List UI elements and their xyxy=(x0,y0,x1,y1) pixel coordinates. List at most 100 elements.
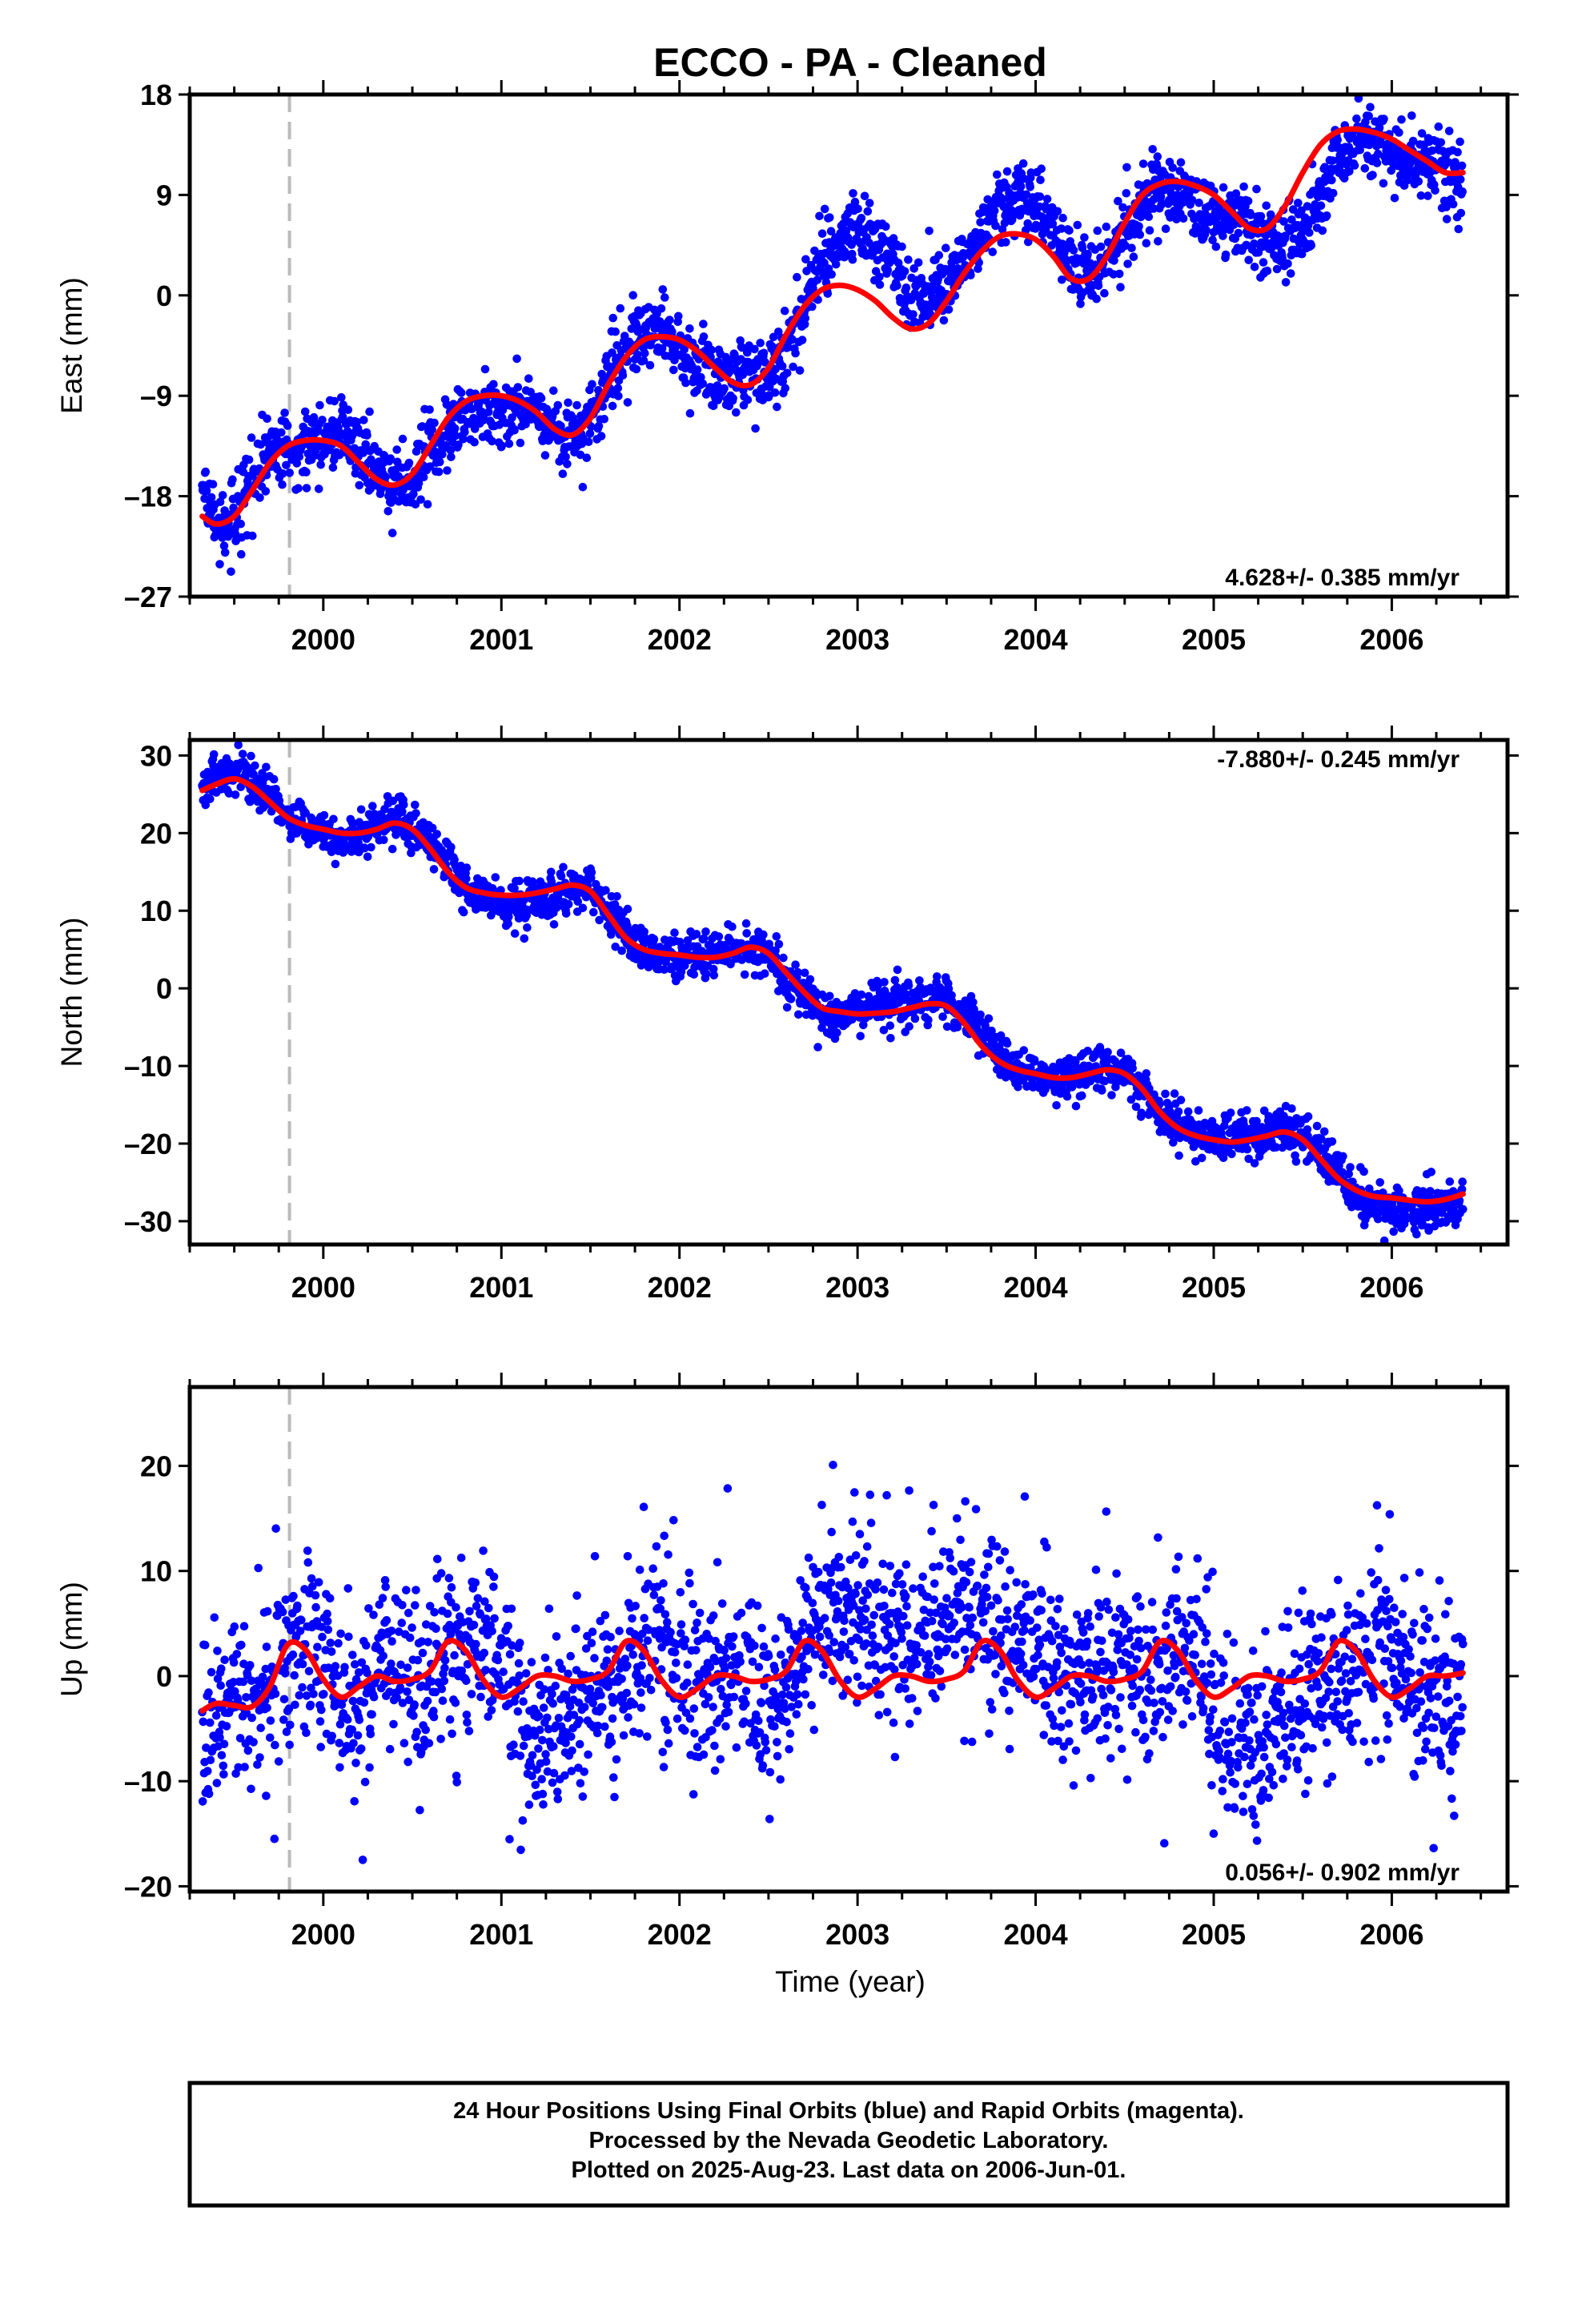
data-point xyxy=(1263,266,1272,275)
data-point xyxy=(714,932,724,941)
data-point xyxy=(1372,159,1382,167)
velocity-label: 4.628+/- 0.385 mm/yr xyxy=(1225,565,1460,591)
data-point xyxy=(213,1647,222,1655)
data-point xyxy=(1271,1143,1281,1152)
data-point xyxy=(1368,171,1377,179)
data-point xyxy=(823,289,833,298)
x-tick-label: 2002 xyxy=(648,623,712,656)
data-point xyxy=(218,491,227,500)
data-point xyxy=(251,761,259,770)
data-point xyxy=(247,1784,255,1794)
data-point xyxy=(780,306,789,316)
data-point xyxy=(607,930,616,939)
data-point xyxy=(216,1681,226,1691)
data-point xyxy=(848,255,857,264)
data-point xyxy=(1000,219,1010,227)
north-plot-area xyxy=(198,740,1468,1244)
data-point xyxy=(1389,1227,1398,1236)
data-point xyxy=(1416,191,1426,200)
data-point xyxy=(793,272,801,282)
data-point xyxy=(564,398,572,408)
data-point xyxy=(1442,215,1452,223)
data-point xyxy=(1327,175,1336,185)
data-point xyxy=(1122,163,1131,172)
data-point xyxy=(900,267,909,276)
data-point xyxy=(1379,115,1388,123)
data-point xyxy=(801,255,810,264)
data-point xyxy=(890,975,900,985)
data-point xyxy=(595,915,604,925)
y-tick-label: 0 xyxy=(156,972,172,1005)
data-point xyxy=(1345,167,1354,176)
data-point xyxy=(713,381,722,390)
data-point xyxy=(1375,1178,1384,1187)
data-point xyxy=(1445,1177,1455,1186)
data-point xyxy=(1014,1083,1022,1092)
x-tick-label: 2005 xyxy=(1182,623,1246,656)
data-point xyxy=(561,452,570,461)
data-point xyxy=(443,466,452,475)
data-point xyxy=(1154,237,1162,246)
data-point xyxy=(1423,191,1432,200)
data-point xyxy=(991,221,1000,231)
data-point xyxy=(1042,195,1052,203)
data-point xyxy=(893,965,902,975)
data-point xyxy=(1142,239,1151,248)
data-point xyxy=(1052,1100,1061,1110)
data-point xyxy=(1057,224,1066,233)
data-point xyxy=(1137,1108,1146,1117)
data-point xyxy=(909,264,918,273)
data-point xyxy=(1067,1083,1077,1092)
data-point xyxy=(266,1716,275,1725)
data-point xyxy=(1244,1154,1253,1164)
data-point xyxy=(564,899,573,909)
data-point xyxy=(1305,228,1314,237)
data-point xyxy=(198,1797,207,1806)
data-point xyxy=(425,462,435,471)
data-point xyxy=(262,762,271,772)
data-point xyxy=(668,327,677,336)
data-point xyxy=(1262,201,1271,211)
data-point xyxy=(875,272,884,282)
data-point xyxy=(263,1606,272,1616)
data-point xyxy=(278,480,287,489)
data-point xyxy=(292,459,302,468)
data-point xyxy=(386,454,396,463)
data-point xyxy=(215,560,224,569)
y-tick-label: 18 xyxy=(140,78,172,111)
data-point xyxy=(742,929,751,938)
data-point xyxy=(1026,183,1034,191)
data-point xyxy=(759,348,769,358)
data-point xyxy=(1116,1048,1126,1057)
data-point xyxy=(387,529,397,537)
data-point xyxy=(338,412,347,421)
data-point xyxy=(820,204,829,214)
data-point xyxy=(498,405,508,415)
data-point xyxy=(1457,1184,1467,1194)
data-point xyxy=(1211,242,1221,251)
data-point xyxy=(1168,163,1177,172)
data-point xyxy=(594,421,604,431)
data-point xyxy=(387,844,397,854)
data-point xyxy=(1019,1046,1029,1055)
data-point xyxy=(278,469,287,478)
data-point xyxy=(456,388,466,397)
data-point xyxy=(217,1751,227,1760)
data-point xyxy=(905,1022,913,1031)
data-point xyxy=(379,451,389,460)
x-tick-label: 2003 xyxy=(825,1271,889,1304)
data-point xyxy=(660,965,669,974)
y-tick-label: 0 xyxy=(156,279,172,312)
data-point xyxy=(1431,186,1439,195)
data-point xyxy=(680,345,689,354)
data-point xyxy=(446,446,456,455)
data-point xyxy=(1048,219,1058,228)
data-point xyxy=(759,930,768,939)
data-point xyxy=(709,971,719,980)
data-point xyxy=(976,218,985,227)
data-point xyxy=(1366,103,1375,112)
data-point xyxy=(781,384,790,393)
data-point xyxy=(709,964,718,974)
x-tick-label: 2006 xyxy=(1359,623,1423,656)
